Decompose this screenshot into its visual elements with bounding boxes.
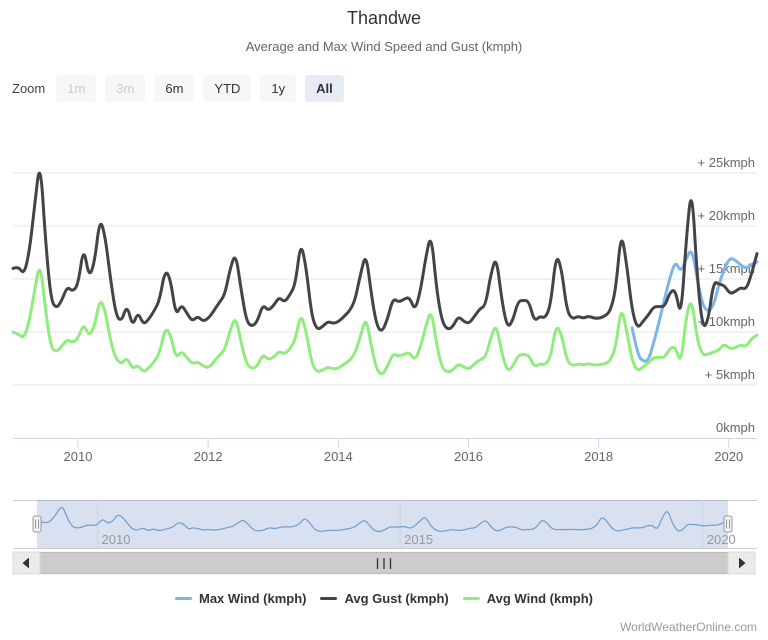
legend-label-avg-wind: Avg Wind (kmph) — [486, 591, 594, 606]
x-axis-label: 2010 — [64, 449, 93, 464]
legend-item-max-wind[interactable]: Max Wind (kmph) — [174, 591, 307, 606]
range-buttons: 1m 3m 6m YTD 1y All — [56, 75, 344, 102]
navigator-handle-left[interactable] — [32, 515, 42, 533]
avg-gust-line-icon — [320, 597, 338, 600]
series-avg-gust-kmph — [11, 171, 759, 332]
chart-title: Thandwe — [346, 8, 422, 28]
legend-item-avg-wind[interactable]: Avg Wind (kmph) — [462, 591, 594, 606]
legend-label-max-wind: Max Wind (kmph) — [198, 591, 307, 606]
range-button-ytd[interactable]: YTD — [203, 75, 252, 102]
x-axis-label: 2018 — [584, 449, 613, 464]
navigator-handle-right[interactable] — [723, 515, 733, 533]
x-axis-label: 2012 — [194, 449, 223, 464]
x-axis-label: 2016 — [454, 449, 483, 464]
y-axis-label: 0kmph — [716, 420, 755, 435]
legend: Max Wind (kmph) Avg Gust (kmph) Avg Wind… — [0, 591, 768, 606]
legend-item-avg-gust[interactable]: Avg Gust (kmph) — [320, 591, 449, 606]
y-axis-label: + 10kmph — [698, 314, 755, 329]
avg-wind-line-icon — [462, 597, 480, 600]
navigator-year-label: 2020 — [707, 532, 736, 547]
max-wind-line-icon — [174, 597, 192, 600]
chart-subtitle: Average and Max Wind Speed and Gust (kmp… — [245, 39, 523, 54]
scrollbar-right-arrow-icon — [739, 557, 746, 569]
range-button-1y[interactable]: 1y — [260, 75, 297, 102]
series-max-wind-kmph — [630, 250, 759, 363]
range-button-6m[interactable]: 6m — [154, 75, 195, 102]
x-axis-label: 2014 — [324, 449, 353, 464]
range-selector: Zoom 1m 3m 6m YTD 1y All — [12, 75, 344, 102]
x-axis-label: 2020 — [714, 449, 743, 464]
y-axis-label: + 25kmph — [698, 155, 755, 170]
main-chart-plot-area[interactable]: 2010 2012 2014 2016 2018 2020 0kmph + 5kmph + 10… — [0, 0, 768, 585]
y-axis-label: + 20kmph — [698, 208, 755, 223]
y-axis-label: + 5kmph — [705, 367, 755, 382]
series-avg-wind-kmph — [11, 268, 759, 376]
navigator-year-label: 2010 — [102, 532, 131, 547]
navigator-mask[interactable] — [37, 500, 728, 548]
zoom-label: Zoom — [12, 81, 46, 96]
range-button-all[interactable]: All — [305, 75, 344, 102]
range-button-1m: 1m — [56, 75, 97, 102]
credits-link[interactable]: WorldWeatherOnline.com — [620, 620, 757, 634]
scrollbar-left-arrow-icon — [22, 557, 29, 569]
legend-label-avg-gust: Avg Gust (kmph) — [344, 591, 449, 606]
range-button-3m: 3m — [105, 75, 146, 102]
navigator-series — [36, 506, 729, 533]
navigator-year-label: 2015 — [404, 532, 433, 547]
